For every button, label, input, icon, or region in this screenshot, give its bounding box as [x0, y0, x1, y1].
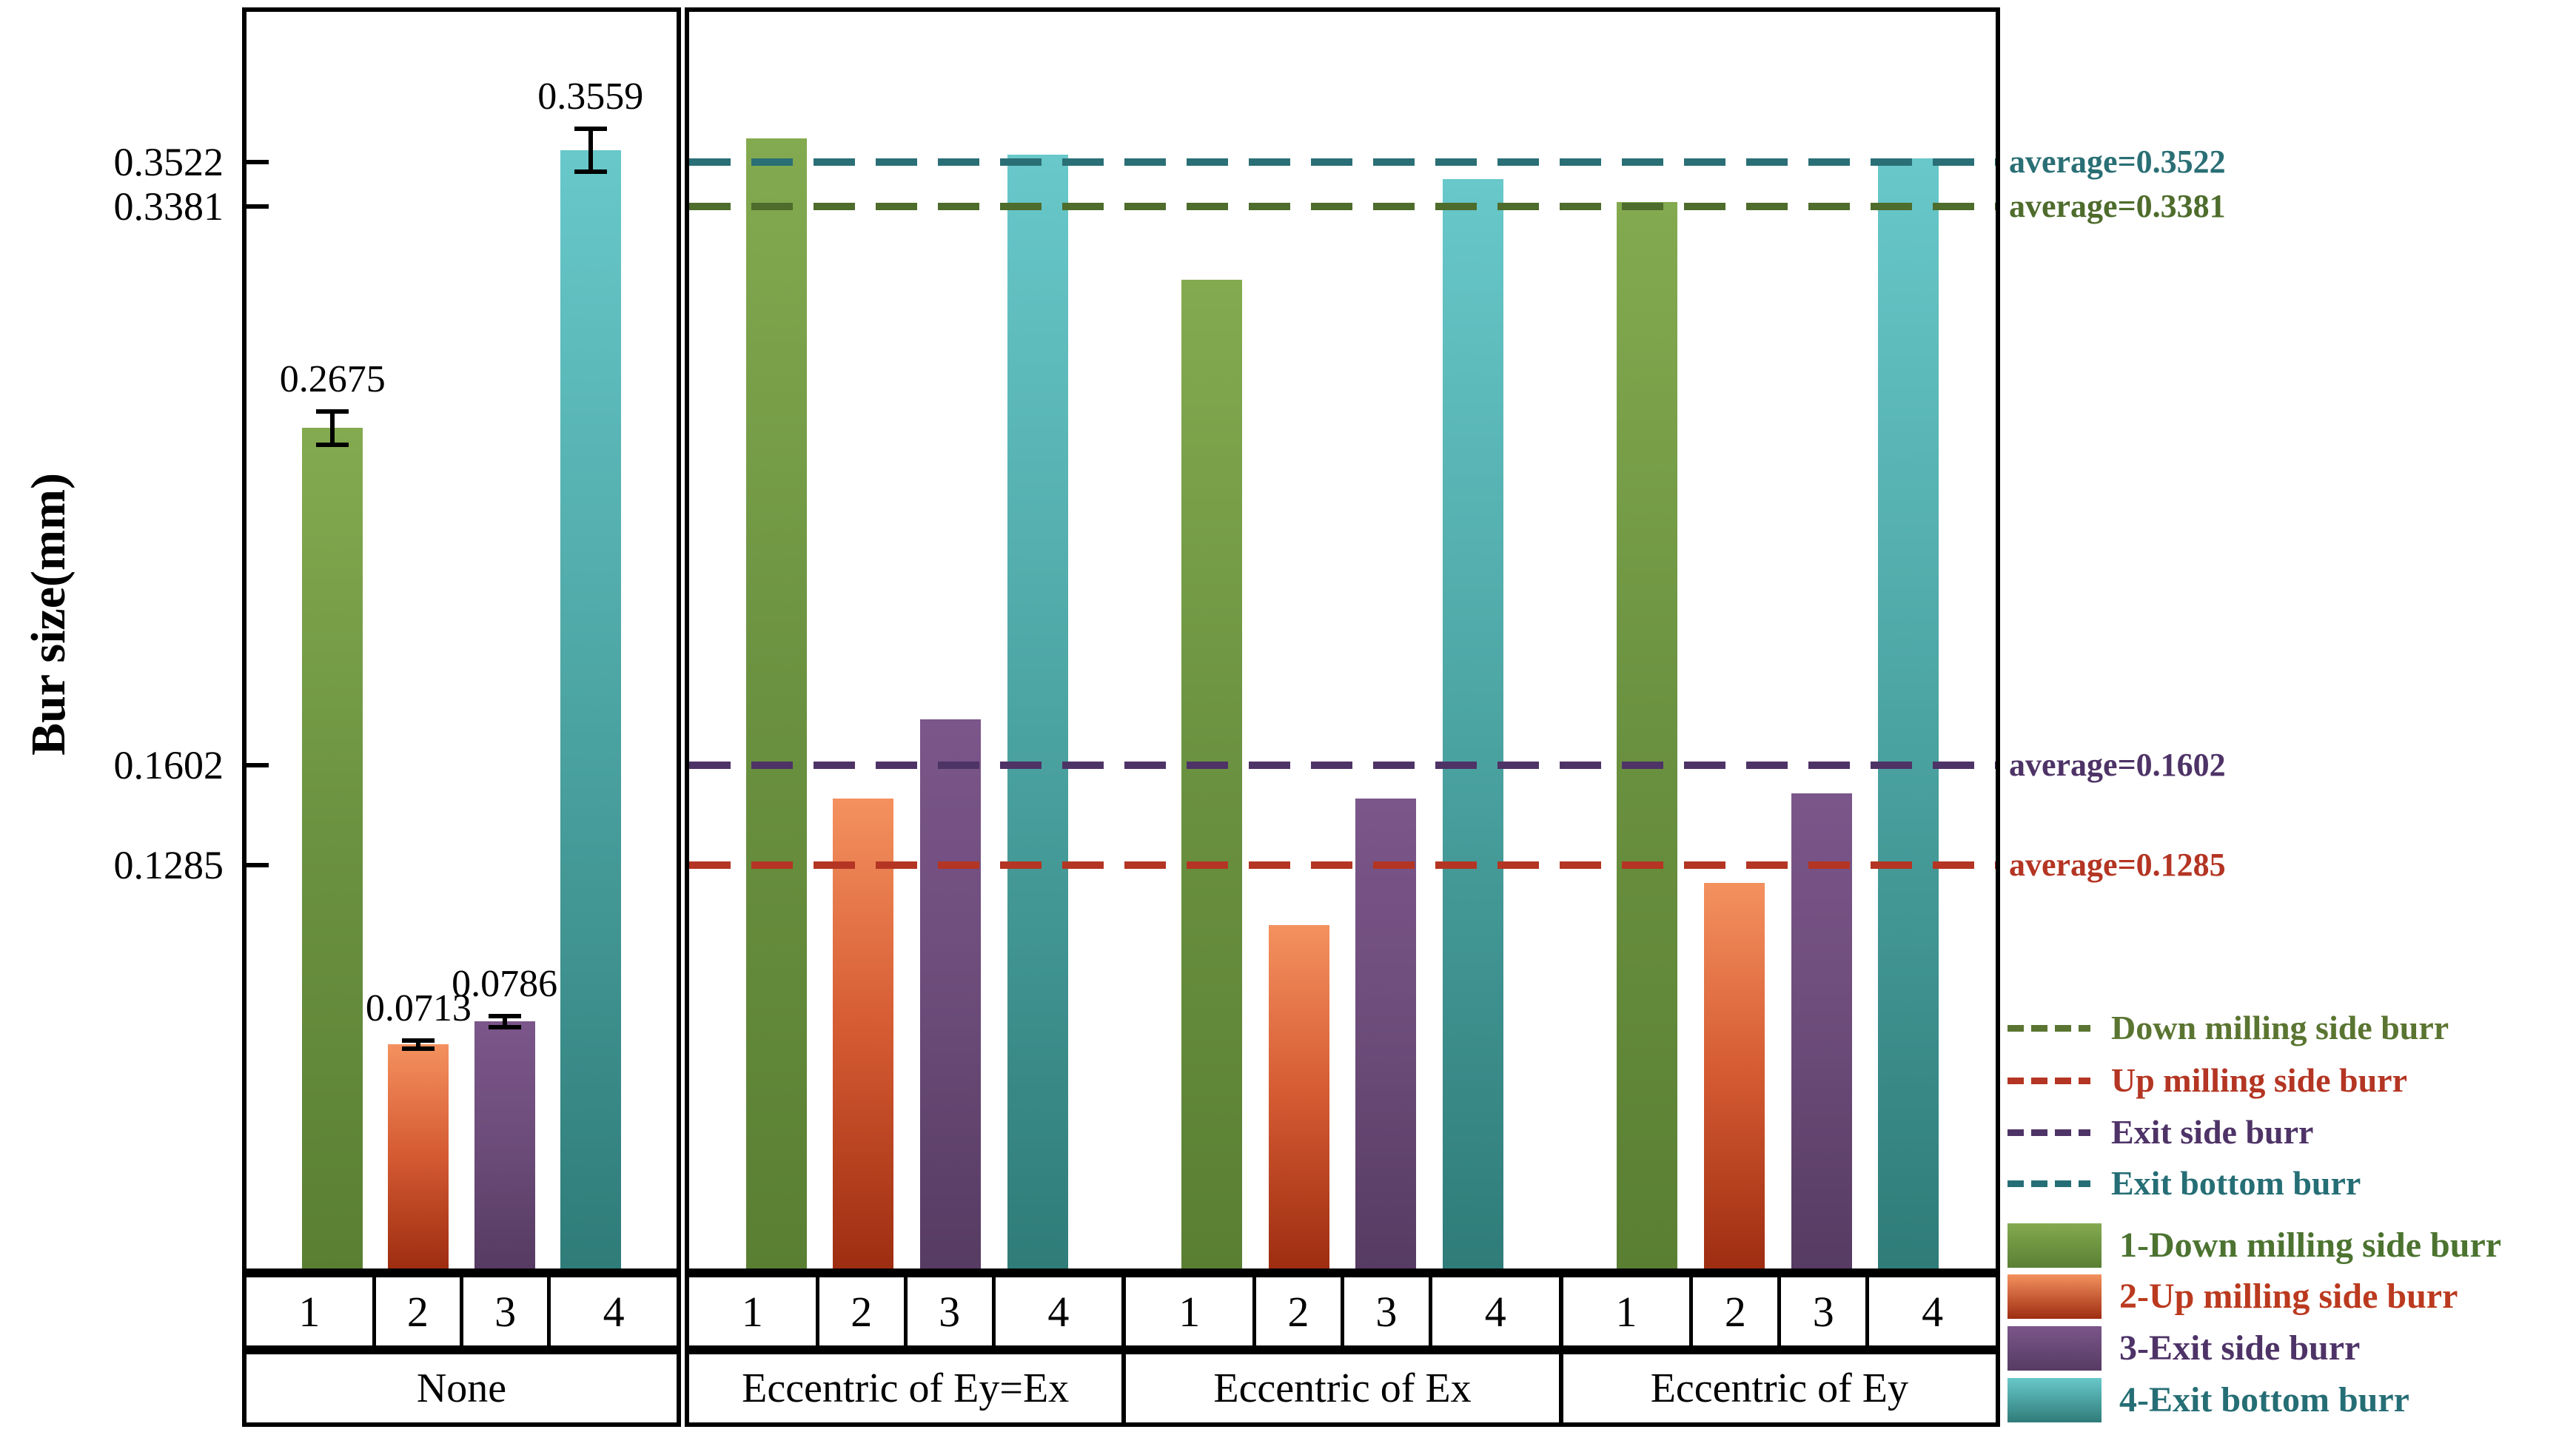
- bar-number-cell-3: 3: [460, 1277, 547, 1345]
- average-label-0.1602: average=0.1602: [2009, 746, 2226, 783]
- dashed-line-sample-icon: [2008, 1077, 2090, 1084]
- bar-1-none: [302, 428, 363, 1268]
- bar-number-cell-4: 4: [1428, 1277, 1559, 1345]
- bar-3-eccentric-of-ex: [1355, 798, 1417, 1268]
- bar-number-cell-2: 2: [1689, 1277, 1777, 1345]
- legend-series-label: 1-Down milling side burr: [2119, 1226, 2502, 1265]
- y-tick-label-0.3381: 0.3381: [113, 184, 224, 229]
- y-tick-label-0.1285: 0.1285: [113, 842, 224, 887]
- legend-dashed-item: Exit bottom burr: [2008, 1162, 2361, 1205]
- legend-series-item: 3-Exit side burr: [2008, 1325, 2360, 1371]
- legend-series-item: 2-Up milling side burr: [2008, 1274, 2458, 1320]
- legend-dashed-item: Exit side burr: [2008, 1111, 2313, 1154]
- legend-dashed-label: Exit bottom burr: [2111, 1164, 2361, 1202]
- bar-2-eccentric-of-ey: [1704, 882, 1765, 1268]
- y-tick-mark-0.3522: [246, 159, 269, 164]
- y-tick-mark-0.1602: [246, 762, 269, 767]
- average-line-0.1602: [689, 761, 1996, 769]
- average-line-0.1285: [689, 861, 1996, 869]
- bar-4-eccentric-of-ex: [1443, 179, 1503, 1268]
- bar-3-none: [474, 1021, 535, 1268]
- bar-number-cell-4: 4: [547, 1277, 677, 1345]
- color-swatch-icon: [2008, 1378, 2102, 1422]
- color-swatch-icon: [2008, 1274, 2102, 1319]
- legend-series-label: 4-Exit bottom burr: [2119, 1380, 2409, 1419]
- average-label-0.1285: average=0.1285: [2009, 846, 2226, 883]
- bar-4-eccentric-of-ey: [1878, 158, 1939, 1268]
- bar-number-cell-1: 1: [1178, 1287, 1201, 1336]
- dashed-line-sample-icon: [2008, 1180, 2090, 1187]
- plot-panel-none: 0.2675 0.0713 0.0786 0.3559: [242, 7, 681, 1273]
- legend-series-label: 2-Up milling side burr: [2119, 1277, 2458, 1316]
- legend-dashed-item: Down milling side burr: [2008, 1006, 2449, 1049]
- bar-number-cell-1: 1: [741, 1287, 763, 1336]
- bar-number-cell-2: 2: [815, 1277, 904, 1345]
- error-bar-1: [316, 409, 349, 447]
- legend-dashed-item: Up milling side burr: [2008, 1059, 2407, 1102]
- group-label-eccentric-of-ex: Eccentric of Ex: [1121, 1354, 1558, 1422]
- average-label-0.3381: average=0.3381: [2009, 187, 2226, 224]
- y-tick-label-0.3522: 0.3522: [113, 139, 224, 184]
- y-tick-label-0.1602: 0.1602: [113, 742, 224, 787]
- bar-number-cell-1: 1: [1615, 1287, 1637, 1336]
- group-label-row-eccentric: Eccentric of Ey=Ex Eccentric of Ex Eccentr…: [685, 1350, 2000, 1427]
- bar-number-cell-4: 4: [1865, 1277, 1996, 1345]
- color-swatch-icon: [2008, 1223, 2102, 1268]
- bar-value-label-2: 0.0713: [365, 987, 472, 1029]
- bar-number-cell-3: 3: [1340, 1277, 1429, 1345]
- group-label-none: None: [242, 1350, 681, 1427]
- bar-1-eccentric-of-ey-ex: [745, 138, 807, 1268]
- bar-value-label-3: 0.0786: [452, 962, 558, 1005]
- y-tick-mark-0.1285: [246, 862, 269, 867]
- bar-number-cell-3: 3: [1777, 1277, 1865, 1345]
- group-label-eccentric-of-ey: Eccentric of Ey: [1558, 1354, 1996, 1422]
- legend-dashed-label: Exit side burr: [2111, 1113, 2314, 1151]
- average-line-0.3522: [689, 158, 1996, 166]
- bar-3-eccentric-of-ey: [1791, 793, 1852, 1268]
- average-label-0.3522: average=0.3522: [2009, 143, 2226, 180]
- dashed-line-sample-icon: [2008, 1024, 2090, 1032]
- average-line-0.3381: [689, 202, 1996, 210]
- legend-series-item: 4-Exit bottom burr: [2008, 1377, 2409, 1423]
- y-axis-title: Bur size(mm): [21, 473, 76, 756]
- y-tick-mark-0.3381: [246, 204, 269, 209]
- error-bar-4: [574, 127, 607, 175]
- bar-2-eccentric-of-ex: [1268, 924, 1329, 1268]
- bar-number-cell-2: 2: [372, 1277, 460, 1345]
- bar-number-cell-1: 1: [298, 1287, 321, 1336]
- bar-1-eccentric-of-ex: [1181, 280, 1242, 1268]
- dashed-line-sample-icon: [2008, 1129, 2090, 1136]
- bar-2-eccentric-of-ey-ex: [833, 798, 894, 1268]
- group-label-eccentric-of-ey-ex: Eccentric of Ey=Ex: [742, 1365, 1070, 1411]
- bar-value-label-4: 0.3559: [537, 75, 644, 118]
- error-bar-3: [488, 1013, 521, 1029]
- legend-dashed-label: Up milling side burr: [2111, 1061, 2408, 1099]
- legend-series-label: 3-Exit side burr: [2119, 1328, 2361, 1368]
- group-label-none-text: None: [416, 1365, 507, 1411]
- bar-1-eccentric-of-ey: [1617, 201, 1678, 1268]
- bar-number-cell-4: 4: [991, 1277, 1122, 1345]
- bar-value-label-1: 0.2675: [279, 357, 386, 400]
- bar-4-none: [560, 150, 621, 1268]
- bar-4-eccentric-of-ey-ex: [1007, 155, 1068, 1268]
- bar-number-cell-3: 3: [903, 1277, 992, 1345]
- plot-panel-eccentric: [685, 7, 2000, 1273]
- legend-dashed-label: Down milling side burr: [2111, 1009, 2449, 1046]
- color-swatch-icon: [2008, 1326, 2102, 1371]
- bar-2-none: [388, 1044, 449, 1268]
- bar-number-cell-2: 2: [1252, 1277, 1341, 1345]
- error-bar-2: [402, 1038, 435, 1051]
- bar-3-eccentric-of-ey-ex: [920, 719, 981, 1268]
- legend-series-item: 1-Down milling side burr: [2008, 1223, 2501, 1268]
